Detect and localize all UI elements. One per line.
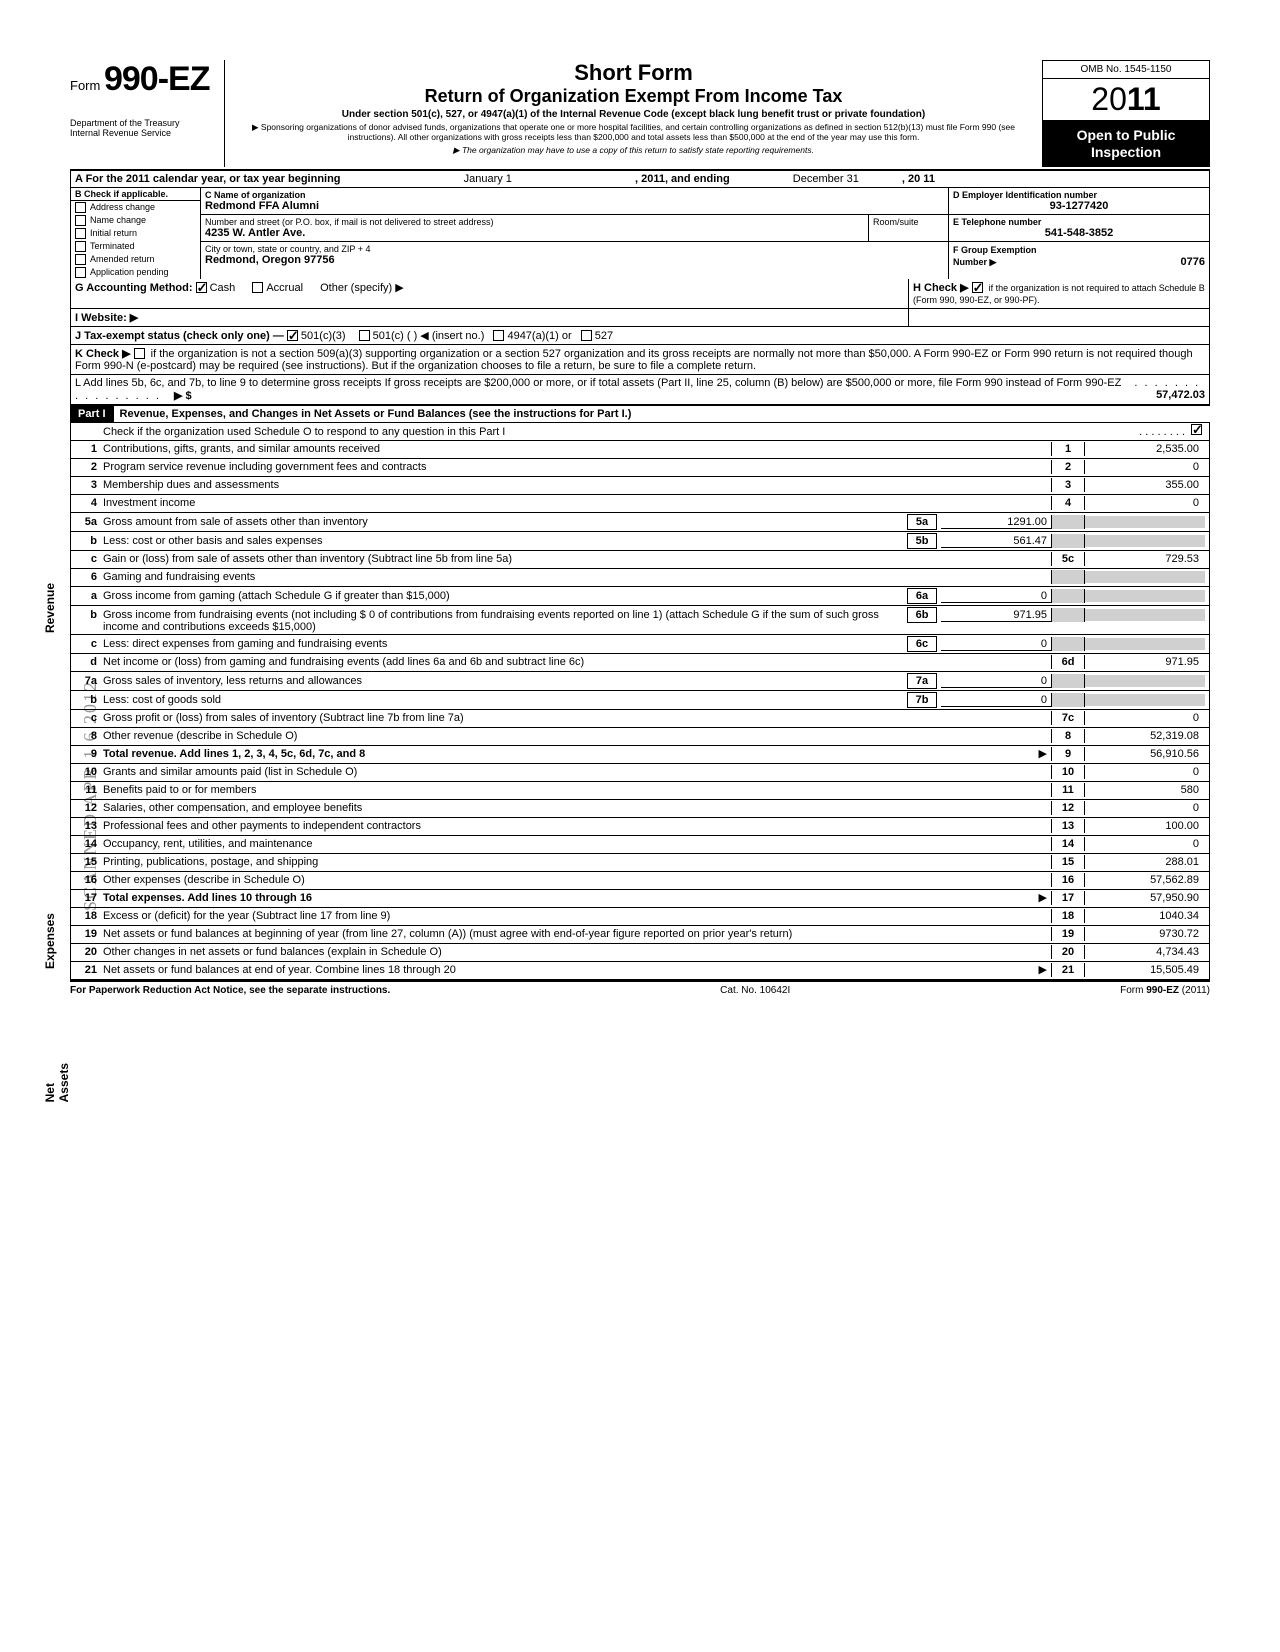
short-form-title: Short Form xyxy=(237,60,1030,86)
expenses-label: Expenses xyxy=(43,913,57,969)
omb-number: OMB No. 1545-1150 xyxy=(1042,60,1210,79)
ein: 93-1277420 xyxy=(953,200,1205,212)
check-amended-return: Amended return xyxy=(71,253,200,266)
501c3-checkbox[interactable] xyxy=(287,330,298,341)
line-2: 2Program service revenue including gover… xyxy=(71,459,1209,477)
line-c: cGross profit or (loss) from sales of in… xyxy=(71,710,1209,728)
line-c: cGain or (loss) from sale of assets othe… xyxy=(71,551,1209,569)
group-exemption: 0776 xyxy=(1181,256,1205,268)
check-application-pending: Application pending xyxy=(71,266,200,279)
line-6: 6Gaming and fundraising events xyxy=(71,569,1209,587)
line-1: 1Contributions, gifts, grants, and simil… xyxy=(71,441,1209,459)
check-name-change: Name change xyxy=(71,214,200,227)
check-initial-return: Initial return xyxy=(71,227,200,240)
line-a-label: A For the 2011 calendar year, or tax yea… xyxy=(75,173,341,185)
527-checkbox[interactable] xyxy=(581,330,592,341)
4947-checkbox[interactable] xyxy=(493,330,504,341)
revenue-label: Revenue xyxy=(43,583,57,633)
line-8: 8Other revenue (describe in Schedule O)8… xyxy=(71,728,1209,746)
k-checkbox[interactable] xyxy=(134,348,145,359)
check-address-change: Address change xyxy=(71,201,200,214)
return-title: Return of Organization Exempt From Incom… xyxy=(237,86,1030,107)
line-9: 9Total revenue. Add lines 1, 2, 3, 4, 5c… xyxy=(71,746,1209,764)
line-15: 15Printing, publications, postage, and s… xyxy=(71,854,1209,872)
page-footer: For Paperwork Reduction Act Notice, see … xyxy=(70,982,1210,996)
line-16: 16Other expenses (describe in Schedule O… xyxy=(71,872,1209,890)
netassets-label: Net Assets xyxy=(43,1063,71,1102)
part1-header: Part I Revenue, Expenses, and Changes in… xyxy=(70,405,1210,423)
line-10: 10Grants and similar amounts paid (list … xyxy=(71,764,1209,782)
schedule-b-checkbox[interactable] xyxy=(972,282,983,293)
line-4: 4Investment income40 xyxy=(71,495,1209,513)
identification-block: A For the 2011 calendar year, or tax yea… xyxy=(70,169,1210,405)
501c-checkbox[interactable] xyxy=(359,330,370,341)
line-l: L Add lines 5b, 6c, and 7b, to line 9 to… xyxy=(75,377,1121,389)
check-column: B Check if applicable. Address changeNam… xyxy=(71,188,201,279)
line-d: dNet income or (loss) from gaming and fu… xyxy=(71,654,1209,672)
line-b: bLess: cost or other basis and sales exp… xyxy=(71,532,1209,551)
line-7a: 7aGross sales of inventory, less returns… xyxy=(71,672,1209,691)
header-note2: ▶ The organization may have to use a cop… xyxy=(237,146,1030,156)
line-5a: 5aGross amount from sale of assets other… xyxy=(71,513,1209,532)
phone: 541-548-3852 xyxy=(953,227,1205,239)
street: 4235 W. Antler Ave. xyxy=(205,227,864,239)
form-number: 990-EZ xyxy=(104,60,210,98)
form-prefix: Form xyxy=(70,78,100,93)
gross-receipts: 57,472.03 xyxy=(1156,389,1205,401)
line-b: bGross income from fundraising events (n… xyxy=(71,606,1209,635)
dept-line2: Internal Revenue Service xyxy=(70,129,218,139)
schedule-o-checkbox[interactable] xyxy=(1191,424,1202,435)
line-13: 13Professional fees and other payments t… xyxy=(71,818,1209,836)
line-20: 20Other changes in net assets or fund ba… xyxy=(71,944,1209,962)
line-19: 19Net assets or fund balances at beginni… xyxy=(71,926,1209,944)
line-14: 14Occupancy, rent, utilities, and mainte… xyxy=(71,836,1209,854)
accrual-checkbox[interactable] xyxy=(252,282,263,293)
check-terminated: Terminated xyxy=(71,240,200,253)
line-11: 11Benefits paid to or for members11580 xyxy=(71,782,1209,800)
line-b: bLess: cost of goods sold7b0 xyxy=(71,691,1209,710)
subtitle: Under section 501(c), 527, or 4947(a)(1)… xyxy=(237,109,1030,120)
cash-checkbox[interactable] xyxy=(196,282,207,293)
city: Redmond, Oregon 97756 xyxy=(205,254,944,266)
line-c: cLess: direct expenses from gaming and f… xyxy=(71,635,1209,654)
open-inspection: Open to Public Inspection xyxy=(1042,121,1210,167)
form-header: Form 990-EZ Department of the Treasury I… xyxy=(70,60,1210,167)
line-12: 12Salaries, other compensation, and empl… xyxy=(71,800,1209,818)
tax-year: 2011 xyxy=(1042,79,1210,121)
line-21: 21Net assets or fund balances at end of … xyxy=(71,962,1209,980)
line-17: 17Total expenses. Add lines 10 through 1… xyxy=(71,890,1209,908)
line-3: 3Membership dues and assessments3355.00 xyxy=(71,477,1209,495)
website-line: I Website: ▶ xyxy=(71,309,909,326)
header-note1: ▶ Sponsoring organizations of donor advi… xyxy=(237,123,1030,143)
part1-table: Check if the organization used Schedule … xyxy=(70,423,1210,982)
line-18: 18Excess or (deficit) for the year (Subt… xyxy=(71,908,1209,926)
org-name: Redmond FFA Alumni xyxy=(205,200,944,212)
line-a: aGross income from gaming (attach Schedu… xyxy=(71,587,1209,606)
